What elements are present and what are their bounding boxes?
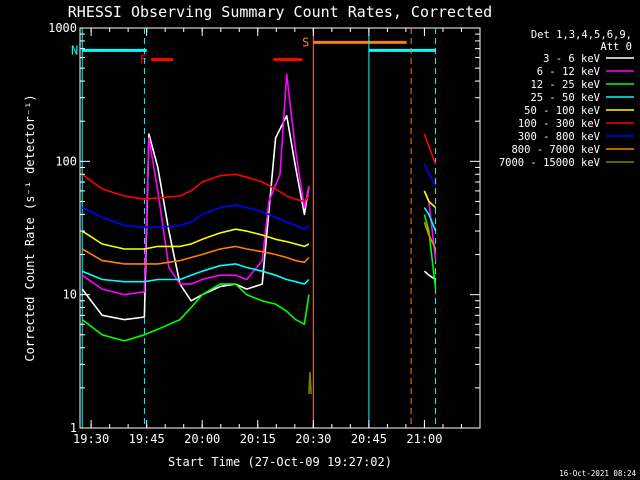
series-line — [81, 207, 437, 285]
legend-label: 12 - 25 keV — [530, 79, 600, 91]
chart-title: RHESSI Observing Summary Count Rates, Co… — [68, 3, 492, 21]
legend-label: 7000 - 15000 keV — [499, 157, 601, 169]
legend-title: Att 0 — [600, 41, 632, 53]
flags-layer: N F S — [71, 35, 436, 67]
series-line — [308, 371, 312, 395]
legend-label: 100 - 300 keV — [518, 118, 601, 130]
legend-label: 50 - 100 keV — [524, 105, 601, 117]
x-tick-label: 20:30 — [295, 432, 331, 446]
plot-frame — [79, 27, 481, 429]
series-line — [81, 190, 437, 250]
x-axis-label: Start Time (27-Oct-09 19:27:02) — [168, 455, 392, 469]
y-tick-label: 1000 — [48, 21, 77, 35]
x-tick-label: 19:45 — [129, 432, 165, 446]
legend-label: 25 - 50 keV — [530, 92, 600, 104]
flag-label: S — [302, 35, 309, 49]
x-tick-label: 21:00 — [406, 432, 442, 446]
y-tick-label: 100 — [55, 154, 77, 168]
x-tick-label: 19:30 — [73, 432, 109, 446]
series-layer — [81, 73, 437, 395]
plot-area — [79, 27, 481, 429]
y-tick-label: 10 — [63, 288, 77, 302]
x-tick-label: 20:45 — [351, 432, 387, 446]
x-tick-label: 20:15 — [240, 432, 276, 446]
legend-label: 300 - 800 keV — [518, 131, 601, 143]
legend-label: 800 - 7000 keV — [511, 144, 600, 156]
series-line — [81, 221, 437, 265]
y-axis-label: Corrected Count Rate (s⁻¹ detector⁻¹) — [23, 94, 37, 361]
series-line — [81, 214, 437, 342]
legend-title: Det 1,3,4,5,6,9, — [531, 29, 632, 41]
series-line — [81, 133, 437, 203]
flag-label: N — [71, 43, 78, 57]
legend-label: 3 - 6 keV — [543, 53, 601, 65]
x-tick-label: 20:00 — [184, 432, 220, 446]
series-line — [81, 163, 437, 230]
x-axis-ticks: 19:30 19:45 20:00 20:15 20:30 20:45 21:00 — [73, 28, 481, 446]
y-tick-label: 1 — [70, 421, 77, 435]
timestamp: 16-Oct-2021 08:24 — [559, 469, 636, 478]
legend-label: 6 - 12 keV — [537, 66, 601, 78]
flag-label: F — [140, 53, 147, 67]
y-axis-ticks: 1 10 100 1000 — [48, 21, 480, 435]
